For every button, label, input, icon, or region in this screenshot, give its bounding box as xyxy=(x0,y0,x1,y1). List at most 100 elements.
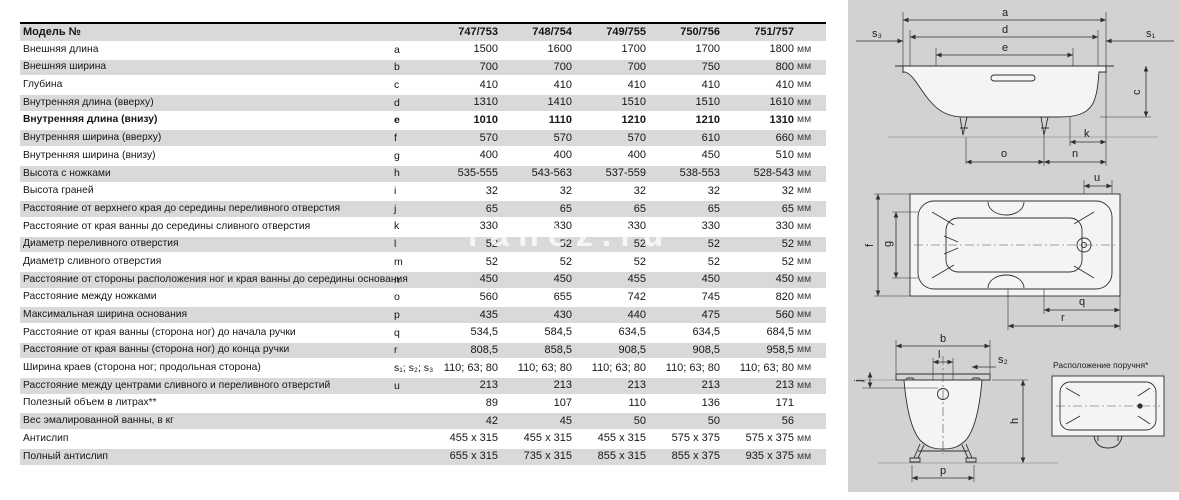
dim-label-l: l xyxy=(938,349,940,361)
row-label: Внутренняя длина (внизу) xyxy=(23,114,158,126)
row-value: 213 xyxy=(479,379,498,392)
row-value: 213 xyxy=(701,379,720,392)
table-row: Полезный объем в литрах** 89 107 110 136… xyxy=(20,395,826,413)
row-value: 52 xyxy=(485,237,498,250)
model-column-header: 750/756 xyxy=(680,26,720,38)
row-value: 65 xyxy=(559,202,572,215)
table-row: Диаметр переливного отверстия l 52 52 52… xyxy=(20,235,826,254)
row-value: 655 x 315 xyxy=(449,450,498,463)
row-label: Внутренняя ширина (вверху) xyxy=(23,132,162,144)
row-letter: s₁; s₂; s₃ xyxy=(394,361,434,374)
table-row: Расстояние между ножками o 560 655 742 7… xyxy=(20,289,826,307)
row-value: 1600 xyxy=(547,43,572,56)
table-row: Расстояние от края ванны до середины сли… xyxy=(20,218,826,236)
row-unit: мм xyxy=(797,202,812,214)
row-value: 560 xyxy=(775,308,794,321)
row-unit: мм xyxy=(797,344,812,356)
row-value: 1610 xyxy=(769,96,794,109)
row-value: 634,5 xyxy=(692,326,720,339)
row-label: Антислип xyxy=(23,432,69,444)
row-value: 435 xyxy=(479,308,498,321)
dim-label-a: a xyxy=(1002,7,1009,19)
row-value: 534,5 xyxy=(470,326,498,339)
row-value: 742 xyxy=(627,290,646,303)
row-value: 584,5 xyxy=(544,326,572,339)
row-value: 52 xyxy=(781,237,794,250)
row-value: 110; 63; 80 xyxy=(591,361,646,374)
tub-end-view-diagram: b l s₂ j xyxy=(853,333,1165,482)
row-value: 855 x 375 xyxy=(671,450,720,463)
row-unit: мм xyxy=(797,450,812,462)
row-value: 430 xyxy=(553,308,572,321)
table-row: Высота с ножками h 535-555 543-563 537-5… xyxy=(20,164,826,183)
row-letter: n xyxy=(394,273,400,286)
row-value: 52 xyxy=(633,255,646,268)
row-value: 52 xyxy=(633,237,646,250)
row-value: 908,5 xyxy=(618,344,646,357)
row-value: 575 x 375 xyxy=(671,432,720,445)
row-label: Высота с ножками xyxy=(23,167,111,179)
row-unit: мм xyxy=(797,96,812,108)
row-value: 750 xyxy=(701,61,720,74)
row-value: 50 xyxy=(707,414,720,427)
row-value: 450 xyxy=(479,273,498,286)
tub-side-view-diagram: a d e s₃ s₁ c xyxy=(856,7,1174,166)
row-label: Полезный объем в литрах** xyxy=(23,397,157,409)
row-value: 455 xyxy=(627,273,646,286)
model-column-header: 748/754 xyxy=(532,26,572,38)
row-value: 330 xyxy=(479,220,498,233)
row-value: 560 xyxy=(479,290,498,303)
spec-table-body: Внешняя длина a 1500 1600 1700 1700 1800… xyxy=(20,41,826,466)
row-unit: мм xyxy=(797,185,812,197)
row-value: 213 xyxy=(775,379,794,392)
row-value: 32 xyxy=(559,184,572,197)
table-header-row: Модель № 747/753 748/754 749/755 750/756 751… xyxy=(20,22,826,41)
table-row: Внешняя длина a 1500 1600 1700 1700 1800… xyxy=(20,41,826,59)
spec-table: Модель № 747/753 748/754 749/755 750/756 751… xyxy=(20,22,826,466)
dim-label-k: k xyxy=(1084,128,1090,140)
table-row: Внутренняя длина (вверху) d 1310 1410 15… xyxy=(20,94,826,112)
row-value: 745 xyxy=(701,290,720,303)
row-value: 213 xyxy=(553,379,572,392)
row-unit: мм xyxy=(797,149,812,161)
row-value: 450 xyxy=(775,273,794,286)
row-label: Внешняя ширина xyxy=(23,61,107,73)
row-letter: p xyxy=(394,308,400,321)
row-value: 958,5 xyxy=(766,344,794,357)
table-row: Внешняя ширина b 700 700 700 750 800 мм xyxy=(20,58,826,77)
table-row: Внутренняя ширина (внизу) g 400 400 400 … xyxy=(20,147,826,165)
row-letter: o xyxy=(394,291,400,304)
table-row: Расстояние от края ванны (сторона ног) д… xyxy=(20,324,826,342)
table-row: Расстояние от края ванны (сторона ног) д… xyxy=(20,341,826,360)
row-value: 171 xyxy=(775,397,794,410)
row-value: 65 xyxy=(707,202,720,215)
table-row: Вес эмалированной ванны, в кг 42 45 50 5… xyxy=(20,412,826,431)
row-letter: e xyxy=(394,114,400,127)
row-letter: i xyxy=(394,185,397,198)
row-value: 56 xyxy=(781,414,794,427)
dim-label-d: d xyxy=(1002,24,1008,36)
row-unit: мм xyxy=(797,43,812,55)
row-value: 570 xyxy=(553,131,572,144)
row-value: 45 xyxy=(559,414,572,427)
row-value: 110; 63; 80 xyxy=(443,361,498,374)
row-label: Диаметр переливного отверстия xyxy=(23,238,179,250)
row-value: 65 xyxy=(633,202,646,215)
row-value: 1110 xyxy=(548,114,572,127)
row-value: 52 xyxy=(707,255,720,268)
row-value: 65 xyxy=(781,202,794,215)
row-value: 455 x 315 xyxy=(523,432,572,445)
dim-label-h: h xyxy=(1009,418,1021,424)
row-value: 450 xyxy=(701,273,720,286)
row-value: 50 xyxy=(633,414,646,427)
row-value: 400 xyxy=(479,149,498,162)
row-value: 42 xyxy=(485,414,498,427)
row-value: 700 xyxy=(627,61,646,74)
row-value: 575 x 375 xyxy=(745,432,794,445)
row-value: 32 xyxy=(781,184,794,197)
dim-label-b: b xyxy=(940,333,946,345)
row-value: 107 xyxy=(553,397,572,410)
row-unit: мм xyxy=(797,238,812,250)
row-value: 52 xyxy=(707,237,720,250)
